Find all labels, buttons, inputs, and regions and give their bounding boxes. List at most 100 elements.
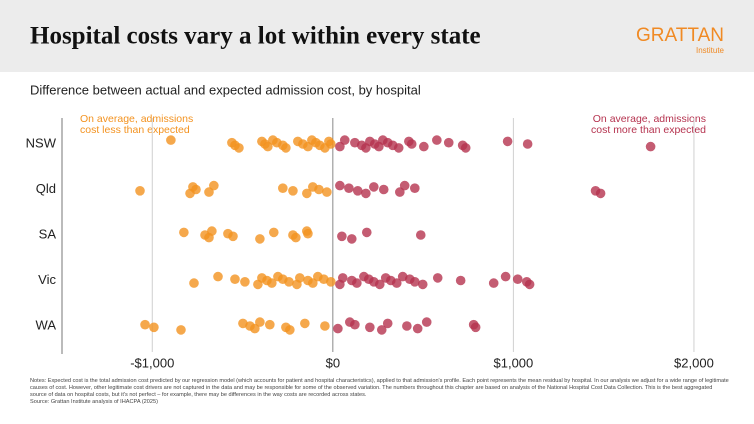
dot xyxy=(365,322,375,333)
y-tick-label: SA xyxy=(39,226,57,241)
dot xyxy=(378,184,389,195)
dot xyxy=(500,271,511,282)
dot xyxy=(460,143,471,153)
dot xyxy=(140,319,150,330)
x-tick-label: -$1,000 xyxy=(130,355,174,370)
dot xyxy=(300,318,310,329)
dot xyxy=(209,180,219,191)
logo-sub: Institute xyxy=(696,46,725,55)
y-tick-label: NSW xyxy=(26,135,57,150)
dot xyxy=(376,325,387,335)
dot xyxy=(267,278,277,288)
dot xyxy=(352,278,362,288)
chart-subtitle: Difference between actual and expected a… xyxy=(30,82,421,97)
dot xyxy=(410,277,420,287)
dot xyxy=(250,323,260,334)
dot xyxy=(419,141,429,152)
dot xyxy=(522,139,533,149)
dot xyxy=(291,232,301,243)
dot xyxy=(488,278,499,288)
dot xyxy=(240,277,250,287)
dot xyxy=(278,183,288,193)
dot xyxy=(320,321,330,331)
dot xyxy=(350,319,360,330)
annotation: On average, admissions cost less than exp… xyxy=(80,113,193,136)
notes-text: Notes: Expected cost is the total admiss… xyxy=(30,378,729,398)
header-band xyxy=(0,0,754,72)
dot xyxy=(255,234,265,244)
dot xyxy=(337,231,347,242)
dot xyxy=(470,322,481,333)
dot xyxy=(417,279,428,290)
dot xyxy=(399,180,410,191)
dot xyxy=(213,271,223,282)
dot xyxy=(191,184,201,195)
dot xyxy=(361,188,371,199)
dot xyxy=(281,143,291,153)
dot xyxy=(391,278,402,288)
dot xyxy=(382,318,393,329)
dot xyxy=(255,317,265,327)
dot xyxy=(443,137,454,148)
dot xyxy=(207,226,217,236)
dot xyxy=(374,279,385,290)
x-tick-label: $0 xyxy=(326,355,340,370)
dot xyxy=(352,186,363,196)
dot xyxy=(337,273,348,283)
dot xyxy=(402,321,412,331)
dot xyxy=(166,135,176,145)
dot xyxy=(234,143,244,153)
dot xyxy=(135,186,145,196)
dot xyxy=(333,323,343,334)
dot xyxy=(502,136,513,147)
dot xyxy=(410,183,420,193)
dot xyxy=(302,188,312,199)
dot xyxy=(149,322,159,333)
dot xyxy=(393,143,404,153)
dot xyxy=(432,273,443,283)
x-tick-label: $1,000 xyxy=(494,355,534,370)
dot xyxy=(361,227,372,238)
dot xyxy=(432,135,442,145)
dot xyxy=(335,180,345,191)
dot xyxy=(288,186,298,196)
notes: Notes: Expected cost is the total admiss… xyxy=(30,378,730,406)
y-tick-label: Qld xyxy=(36,181,56,196)
dot xyxy=(645,141,656,152)
dot xyxy=(412,323,423,334)
dot xyxy=(268,227,279,238)
dot xyxy=(344,183,354,193)
dot xyxy=(307,278,318,288)
dot xyxy=(179,227,189,238)
dot xyxy=(346,234,357,244)
dot xyxy=(339,135,350,145)
dot xyxy=(230,274,240,285)
dot xyxy=(415,230,426,240)
y-tick-label: Vic xyxy=(38,272,56,287)
dot xyxy=(303,228,313,239)
dot xyxy=(326,139,336,149)
x-tick-label: $2,000 xyxy=(674,355,714,370)
dot xyxy=(265,319,275,330)
dot xyxy=(284,277,294,287)
dot xyxy=(294,273,305,283)
chart-title: Hospital costs vary a lot within every s… xyxy=(30,23,481,50)
dot xyxy=(512,274,523,285)
dot xyxy=(263,141,273,152)
y-tick-label: WA xyxy=(36,317,57,332)
dot xyxy=(285,325,295,335)
dot xyxy=(524,279,535,290)
dot xyxy=(406,139,417,149)
dot xyxy=(455,275,466,286)
source-text: Source: Grattan Institute analysis of IH… xyxy=(30,399,158,405)
logo: GRATTAN xyxy=(636,25,724,46)
dot xyxy=(595,188,606,199)
annotation: On average, admissions cost more than exp… xyxy=(591,113,706,136)
dot xyxy=(421,317,432,327)
dot xyxy=(189,278,199,288)
dot xyxy=(176,325,186,335)
dot xyxy=(228,231,238,242)
dot xyxy=(314,184,324,195)
